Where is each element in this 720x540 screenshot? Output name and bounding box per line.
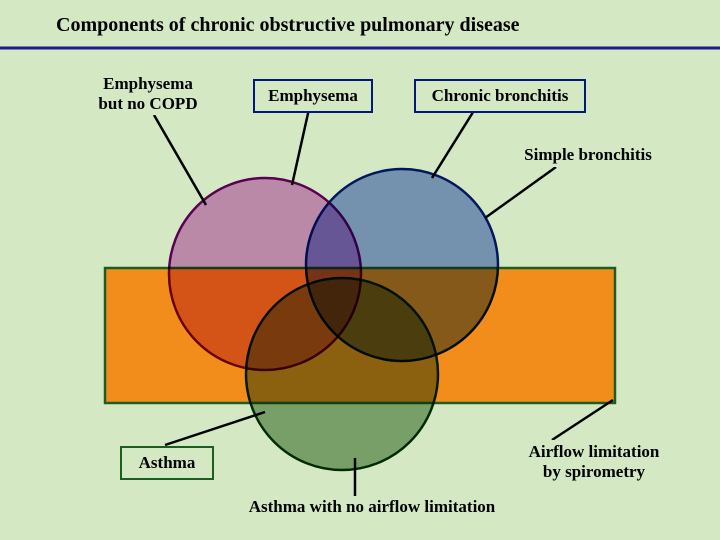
- callout-line: [552, 400, 613, 440]
- callout-line: [154, 115, 206, 205]
- label-simple-br: Simple bronchitis: [504, 143, 672, 167]
- callout-line: [432, 109, 475, 178]
- label-emphysema: Emphysema: [253, 79, 373, 113]
- label-asthma: Asthma: [120, 446, 214, 480]
- slide-title: Components of chronic obstructive pulmon…: [56, 14, 520, 37]
- label-chronic-br: Chronic bronchitis: [414, 79, 586, 113]
- callout-line: [165, 412, 265, 445]
- callout-line: [292, 109, 309, 185]
- callout-line: [485, 167, 556, 218]
- label-asthma-no-al: Asthma with no airflow limitation: [222, 496, 522, 518]
- label-airflow: Airflow limitation by spirometry: [504, 440, 684, 484]
- asthma-circle: [246, 278, 438, 470]
- label-emph-no-copd: Emphysema but no COPD: [82, 73, 214, 115]
